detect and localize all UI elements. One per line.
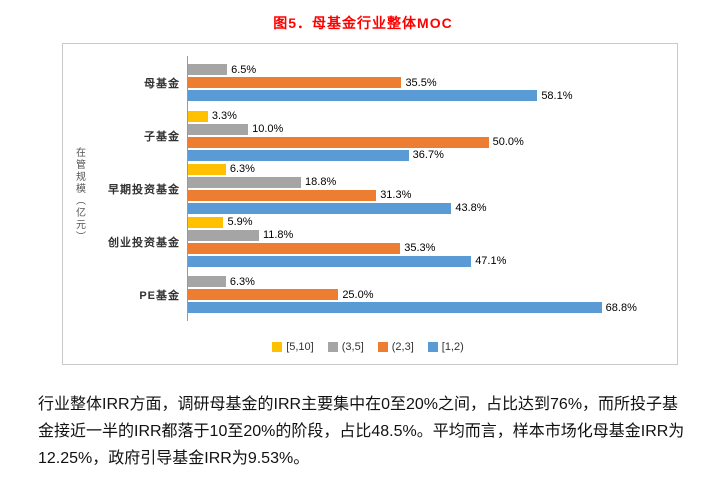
- bar-line: 36.7%: [188, 149, 669, 161]
- bar-line: 31.3%: [188, 189, 669, 201]
- category-row: 子基金 3.3% 10.0% 50.0% 36.7%: [91, 109, 669, 162]
- bar-value-label: 43.8%: [455, 202, 487, 214]
- bar-line: 6.5%: [188, 63, 669, 76]
- bar-value-label: 25.0%: [342, 288, 374, 301]
- legend-swatch-icon: [272, 342, 283, 352]
- category-row: 早期投资基金 6.3% 18.8% 31.3% 43.8%: [91, 162, 669, 215]
- bar-line: 35.3%: [188, 242, 669, 254]
- legend-swatch-icon: [327, 342, 338, 352]
- bar-value-label: 50.0%: [492, 136, 524, 148]
- bar-[1,2): [188, 90, 538, 101]
- bar-[5,10]: [188, 110, 208, 122]
- legend: [5,10] (3,5] (2,3] [1,2): [67, 334, 669, 360]
- bar-line: 43.8%: [188, 202, 669, 214]
- bar-(3,5]: [188, 123, 249, 135]
- bar-line: 6.3%: [188, 275, 669, 288]
- bar-line: 6.3%: [188, 163, 669, 175]
- legend-swatch-icon: [377, 342, 388, 352]
- bar-(3,5]: [188, 176, 302, 188]
- bar-line: 11.8%: [188, 229, 669, 241]
- category-label: 子基金: [144, 130, 180, 143]
- legend-label: [1,2): [441, 341, 464, 353]
- category-label: PE基金: [139, 289, 180, 302]
- bar-line: 35.5%: [188, 76, 669, 89]
- bar-(3,5]: [188, 229, 259, 241]
- category-row: 母基金 6.5% 35.5% 58.1%: [91, 56, 669, 109]
- bar-line: 18.8%: [188, 176, 669, 188]
- bar-value-label: 3.3%: [211, 110, 237, 122]
- category-bars: 6.5% 35.5% 58.1%: [187, 56, 669, 109]
- category-row: PE基金 6.3% 25.0% 68.8%: [91, 268, 669, 321]
- bar-value-label: 58.1%: [541, 89, 573, 102]
- legend-label: [5,10]: [286, 341, 314, 353]
- chart-area: 在管规模（亿元） 母基金 6.5% 35.5% 58.1% 子基金 3.3% 10.0% 50…: [67, 56, 669, 334]
- category-bars: 3.3% 10.0% 50.0% 36.7%: [187, 109, 669, 162]
- bar-[1,2): [188, 149, 409, 161]
- bar-(2,3]: [188, 242, 401, 254]
- bar-line: 25.0%: [188, 288, 669, 301]
- bar-value-label: 31.3%: [380, 189, 412, 201]
- bar-[1,2): [188, 302, 602, 313]
- plot-area: 母基金 6.5% 35.5% 58.1% 子基金 3.3% 10.0% 50.0% 36.7% 早…: [91, 56, 669, 334]
- bar-value-label: 6.3%: [229, 275, 255, 288]
- bar-line: 50.0%: [188, 136, 669, 148]
- bar-line: 58.1%: [188, 89, 669, 102]
- legend-label: (2,3]: [391, 341, 414, 353]
- legend-label: (3,5]: [341, 341, 364, 353]
- category-bars: 6.3% 25.0% 68.8%: [187, 268, 669, 321]
- bar-value-label: 5.9%: [227, 216, 253, 228]
- bar-(2,3]: [188, 189, 377, 201]
- chart: 在管规模（亿元） 母基金 6.5% 35.5% 58.1% 子基金 3.3% 10.0% 50…: [62, 43, 678, 365]
- bar-value-label: 35.3%: [404, 242, 436, 254]
- bar-value-label: 18.8%: [305, 176, 337, 188]
- category-label: 创业投资基金: [108, 236, 180, 249]
- bar-(2,3]: [188, 136, 489, 148]
- bar-value-label: 10.0%: [252, 123, 284, 135]
- bar-(2,3]: [188, 289, 339, 300]
- y-axis-title: 在管规模（亿元）: [73, 147, 85, 243]
- bar-value-label: 11.8%: [262, 229, 294, 241]
- category-label: 早期投资基金: [108, 183, 180, 196]
- legend-item: (2,3]: [377, 341, 414, 353]
- bar-[1,2): [188, 202, 452, 214]
- category-bars: 6.3% 18.8% 31.3% 43.8%: [187, 162, 669, 215]
- bar-value-label: 47.1%: [475, 255, 507, 267]
- category-label: 母基金: [144, 77, 180, 90]
- bar-[5,10]: [188, 216, 224, 228]
- bar-(3,5]: [188, 276, 226, 287]
- bar-line: 5.9%: [188, 216, 669, 228]
- bar-line: 68.8%: [188, 301, 669, 314]
- bar-line: 10.0%: [188, 123, 669, 135]
- bar-[5,10]: [188, 163, 226, 175]
- category-bars: 5.9% 11.8% 35.3% 47.1%: [187, 215, 669, 268]
- figure-caption: 图5．母基金行业整体MOC: [273, 15, 453, 31]
- bar-(2,3]: [188, 77, 402, 88]
- legend-item: [5,10]: [272, 341, 314, 353]
- legend-item: [1,2): [427, 341, 464, 353]
- bar-value-label: 6.5%: [231, 63, 257, 76]
- body-paragraph: 行业整体IRR方面，调研母基金的IRR主要集中在0至20%之间，占比达到76%，…: [38, 396, 685, 468]
- category-row: 创业投资基金 5.9% 11.8% 35.3% 47.1%: [91, 215, 669, 268]
- bar-value-label: 35.5%: [405, 76, 437, 89]
- bar-(3,5]: [188, 64, 228, 75]
- legend-item: (3,5]: [327, 341, 364, 353]
- bar-value-label: 68.8%: [605, 301, 637, 314]
- bar-[1,2): [188, 255, 472, 267]
- bar-line: 47.1%: [188, 255, 669, 267]
- bar-value-label: 36.7%: [412, 149, 444, 161]
- legend-swatch-icon: [427, 342, 438, 352]
- bar-line: 3.3%: [188, 110, 669, 122]
- bar-value-label: 6.3%: [229, 163, 255, 175]
